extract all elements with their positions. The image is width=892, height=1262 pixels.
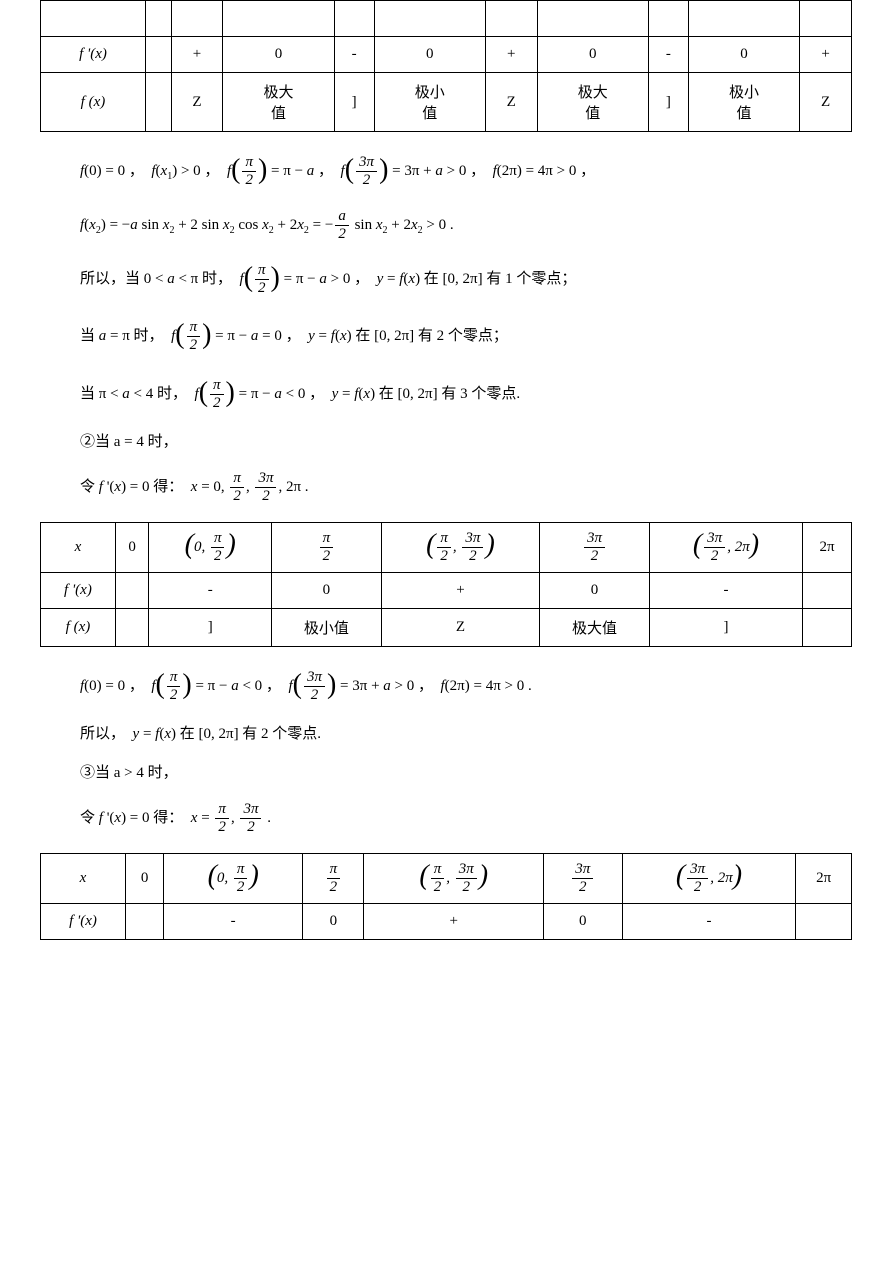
col-header: (0, π2) — [149, 522, 271, 572]
table-row — [41, 1, 852, 37]
col-header: π2 — [303, 853, 364, 903]
cell: + — [381, 572, 539, 608]
text-line: ②当 a = 4 时， — [80, 432, 812, 453]
cell: + — [800, 37, 852, 73]
col-header: x — [41, 853, 126, 903]
table-row: x 0 (0, π2) π2 (π2, 3π2) 3π2 (3π2, 2π) 2… — [41, 853, 852, 903]
text-line: 所以，当 0 < a < π 时， f(π2) = π − a > 0 ， y … — [80, 260, 812, 299]
cell: Z — [800, 73, 852, 132]
cell: 0 — [543, 903, 622, 939]
cell: 0 — [374, 37, 485, 73]
table-row: x 0 (0, π2) π2 (π2, 3π2) 3π2 (3π2, 2π) 2… — [41, 522, 852, 572]
cell: - — [334, 37, 374, 73]
row-label: f '(x) — [41, 37, 146, 73]
cell: 极大值 — [537, 73, 648, 132]
cell: Z — [381, 608, 539, 646]
cell: 极大值 — [223, 73, 334, 132]
cell: 极小值 — [374, 73, 485, 132]
cell: - — [164, 903, 303, 939]
cell: - — [149, 572, 271, 608]
cell: 0 — [303, 903, 364, 939]
cell: + — [485, 37, 537, 73]
cell: ] — [149, 608, 271, 646]
table-row: f (x) ] 极小值 Z 极大值 ] — [41, 608, 852, 646]
cell: ] — [648, 73, 688, 132]
equation-line: f(0) = 0 ， f(x1) > 0 ， f(π2) = π − a ， f… — [80, 152, 812, 191]
row-label: f (x) — [41, 608, 116, 646]
col-header: (3π2, 2π) — [622, 853, 796, 903]
page-content: f '(x) + 0 - 0 + 0 - 0 + f (x) Z 极大值 ] 极… — [0, 0, 892, 1000]
row-label: f '(x) — [41, 903, 126, 939]
text-line: ③当 a > 4 时， — [80, 763, 812, 784]
row-label: f (x) — [41, 73, 146, 132]
text-line: 当 π < a < 4 时， f(π2) = π − a < 0 ， y = f… — [80, 375, 812, 414]
cell: 极大值 — [539, 608, 649, 646]
cell: - — [622, 903, 796, 939]
row-label: f '(x) — [41, 572, 116, 608]
cell: ] — [649, 608, 802, 646]
text-line: 令 f '(x) = 0 得： x = 0, π2, 3π2, 2π . — [80, 471, 812, 504]
table-2: x 0 (0, π2) π2 (π2, 3π2) 3π2 (3π2, 2π) 2… — [40, 522, 852, 647]
table-row: f (x) Z 极大值 ] 极小值 Z 极大值 ] 极小值 Z — [41, 73, 852, 132]
col-header: 3π2 — [539, 522, 649, 572]
col-header: 0 — [126, 853, 164, 903]
table-1: f '(x) + 0 - 0 + 0 - 0 + f (x) Z 极大值 ] 极… — [40, 0, 852, 132]
cell: 0 — [539, 572, 649, 608]
table-row: f '(x) - 0 + 0 - — [41, 572, 852, 608]
col-header: x — [41, 522, 116, 572]
col-header: (π2, 3π2) — [364, 853, 544, 903]
cell: + — [171, 37, 223, 73]
table-3: x 0 (0, π2) π2 (π2, 3π2) 3π2 (3π2, 2π) 2… — [40, 853, 852, 940]
table-row: f '(x) + 0 - 0 + 0 - 0 + — [41, 37, 852, 73]
col-header: (π2, 3π2) — [381, 522, 539, 572]
cell: 极小值 — [688, 73, 799, 132]
text-line: 当 a = π 时， f(π2) = π − a = 0 ， y = f(x) … — [80, 317, 812, 356]
col-header: 0 — [115, 522, 149, 572]
equation-line: f(x2) = −a sin x2 + 2 sin x2 cos x2 + 2x… — [80, 209, 812, 242]
cell: 0 — [223, 37, 334, 73]
text-line: 令 f '(x) = 0 得： x = π2, 3π2 . — [80, 802, 812, 835]
cell: - — [649, 572, 802, 608]
cell: 极小值 — [271, 608, 381, 646]
col-header: (3π2, 2π) — [649, 522, 802, 572]
col-header: 2π — [802, 522, 851, 572]
cell: - — [648, 37, 688, 73]
col-header: (0, π2) — [164, 853, 303, 903]
table-row: f '(x) - 0 + 0 - — [41, 903, 852, 939]
cell: 0 — [688, 37, 799, 73]
text-line: 所以， y = f(x) 在 [0, 2π] 有 2 个零点. — [80, 724, 812, 745]
cell: Z — [485, 73, 537, 132]
cell: Z — [171, 73, 223, 132]
cell: 0 — [271, 572, 381, 608]
col-header: 3π2 — [543, 853, 622, 903]
equation-line: f(0) = 0 ， f(π2) = π − a < 0 ， f(3π2) = … — [80, 667, 812, 706]
col-header: 2π — [796, 853, 852, 903]
col-header: π2 — [271, 522, 381, 572]
cell: + — [364, 903, 544, 939]
cell: 0 — [537, 37, 648, 73]
cell: ] — [334, 73, 374, 132]
